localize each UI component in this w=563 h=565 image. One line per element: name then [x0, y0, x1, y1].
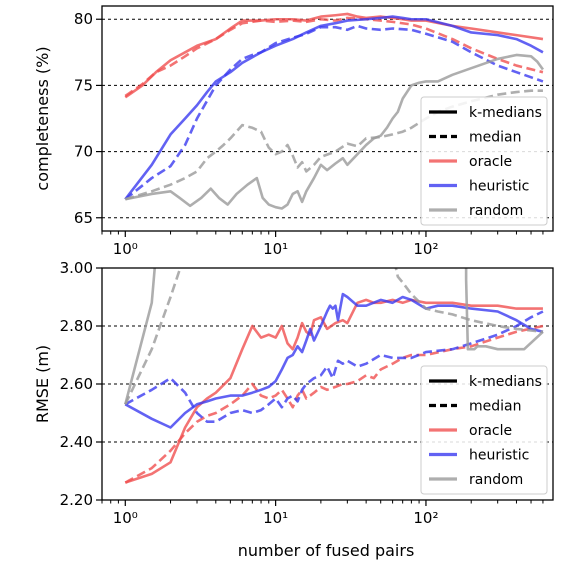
rmse-legend-label-random: random [469, 472, 523, 488]
completeness-y-axis-label: completeness (%) [33, 46, 52, 190]
completeness-series-heuristic-k-medians [124, 15, 544, 201]
rmse-y-tick-label: 2.40 [60, 433, 93, 451]
rmse-y-tick-label: 3.00 [60, 259, 93, 277]
rmse-series-oracle-median [124, 324, 544, 484]
rmse-legend-label-oracle: oracle [469, 423, 512, 439]
rmse-series-heuristic-median [124, 310, 544, 424]
rmse-legend-label-k-medians: k-medians [469, 374, 542, 390]
rmse-y-tick-label: 2.80 [60, 317, 93, 335]
completeness-x-tick-label: 10⁰ [113, 240, 138, 258]
completeness-legend-label-median: median [469, 130, 521, 146]
completeness-legend-box [420, 96, 548, 226]
completeness-series-oracle-median [124, 16, 544, 98]
rmse-legend: k-medians median oracle heuristic random [420, 365, 548, 495]
rmse-x-tick-label: 10¹ [263, 509, 288, 527]
rmse-series-oracle-k-medians [124, 298, 543, 484]
completeness-axes-frame [101, 5, 554, 232]
completeness-panel: 65 70 75 80 10⁰ 10¹ 10² completeness (%) k-media… [33, 5, 554, 258]
completeness-x-tick-label: 10¹ [263, 240, 288, 258]
completeness-y-tick-label: 70 [74, 143, 93, 161]
rmse-panel: 2.20 2.40 2.60 2.80 3.00 10⁰ 10¹ 10² RMSE (m) k-m… [33, 259, 554, 527]
completeness-series-heuristic-median [124, 24, 544, 201]
completeness-x-tick-label: 10² [413, 240, 438, 258]
completeness-y-tick-label: 65 [74, 209, 93, 227]
rmse-x-tick-label: 10² [413, 509, 438, 527]
completeness-series-random-k-medians [125, 53, 544, 210]
rmse-legend-label-heuristic: heuristic [469, 448, 529, 464]
rmse-series-random-k-medians [124, 268, 544, 405]
rmse-axes-frame [101, 267, 554, 501]
completeness-y-tick-label: 80 [74, 10, 93, 28]
rmse-legend-label-median: median [469, 399, 521, 415]
completeness-legend-label-random: random [469, 203, 523, 219]
completeness-legend-label-oracle: oracle [469, 154, 512, 170]
rmse-legend-box [420, 365, 548, 495]
rmse-series-random-median [124, 268, 544, 405]
rmse-y-tick-label: 2.60 [60, 375, 93, 393]
completeness-legend: k-medians median oracle heuristic random [420, 96, 548, 226]
rmse-y-tick-label: 2.20 [60, 491, 93, 509]
completeness-y-tick-label: 75 [74, 76, 93, 94]
rmse-y-axis-label: RMSE (m) [33, 345, 52, 423]
rmse-x-tick-label: 10⁰ [113, 509, 138, 527]
x-axis-label: number of fused pairs [238, 541, 415, 560]
completeness-legend-label-heuristic: heuristic [469, 179, 529, 195]
completeness-legend-label-k-medians: k-medians [469, 105, 542, 121]
